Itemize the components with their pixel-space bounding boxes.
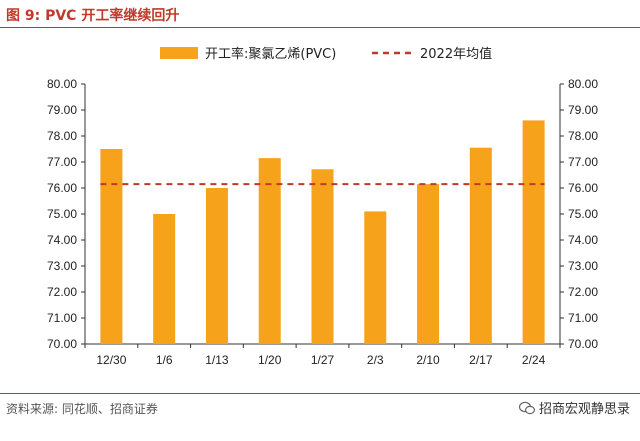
bar [311, 169, 334, 344]
x-tick-label: 1/27 [311, 353, 335, 367]
y-tick-label-left: 78.00 [47, 129, 77, 143]
y-tick-label-right: 74.00 [568, 233, 598, 247]
y-tick-label-left: 80.00 [47, 77, 77, 91]
source-note: 资料来源: 同花顺、招商证券 [6, 402, 158, 416]
y-tick-label-left: 75.00 [47, 207, 77, 221]
y-tick-label-right: 71.00 [568, 311, 598, 325]
y-tick-label-left: 70.00 [47, 337, 77, 351]
x-tick-label: 1/13 [205, 353, 229, 367]
x-tick-label: 2/24 [522, 353, 546, 367]
y-tick-label-left: 76.00 [47, 181, 77, 195]
y-tick-label-left: 77.00 [47, 155, 77, 169]
y-tick-label-left: 79.00 [47, 103, 77, 117]
bar [417, 184, 440, 344]
y-tick-label-left: 71.00 [47, 311, 77, 325]
y-tick-label-right: 79.00 [568, 103, 598, 117]
pvc-operating-rate-chart: 开工率:聚氯乙烯(PVC) 2022年均值 70.00 71.00 72.00 73.0… [47, 46, 598, 367]
x-tick-label: 2/3 [367, 353, 384, 367]
y-tick-label-right: 77.00 [568, 155, 598, 169]
bar [522, 120, 545, 345]
y-tick-label-right: 73.00 [568, 259, 598, 273]
legend-label-line: 2022年均值 [420, 46, 492, 62]
y-tick-label-right: 75.00 [568, 207, 598, 221]
x-tick-label: 1/20 [258, 353, 282, 367]
x-tick-label: 12/30 [96, 353, 126, 367]
y-tick-label-right: 78.00 [568, 129, 598, 143]
watermark-text: 招商宏观静思录 [538, 402, 630, 417]
x-tick-label: 1/6 [156, 353, 173, 367]
y-tick-label-right: 70.00 [568, 337, 598, 351]
y-tick-label-left: 74.00 [47, 233, 77, 247]
watermark: 招商宏观静思录 [518, 398, 630, 417]
legend-label-bar: 开工率:聚氯乙烯(PVC) [205, 46, 336, 62]
bar [153, 214, 176, 344]
wechat-icon [518, 401, 535, 414]
source-divider [0, 393, 640, 394]
y-tick-label-right: 80.00 [568, 77, 598, 91]
title-divider [0, 27, 640, 28]
y-tick-label-right: 72.00 [568, 285, 598, 299]
figure-title: 图 9: PVC 开工率继续回升 [6, 8, 180, 24]
y-tick-label-left: 72.00 [47, 285, 77, 299]
bar [364, 211, 387, 344]
bar [469, 147, 492, 344]
y-tick-label-left: 73.00 [47, 259, 77, 273]
x-tick-label: 2/10 [416, 353, 440, 367]
legend: 开工率:聚氯乙烯(PVC) 2022年均值 [160, 46, 492, 62]
bar-series [100, 120, 545, 345]
x-tick-label: 2/17 [469, 353, 493, 367]
bar [100, 149, 123, 344]
bar [205, 188, 228, 344]
bar [258, 158, 281, 344]
legend-swatch-bar [160, 47, 198, 59]
y-tick-label-right: 76.00 [568, 181, 598, 195]
